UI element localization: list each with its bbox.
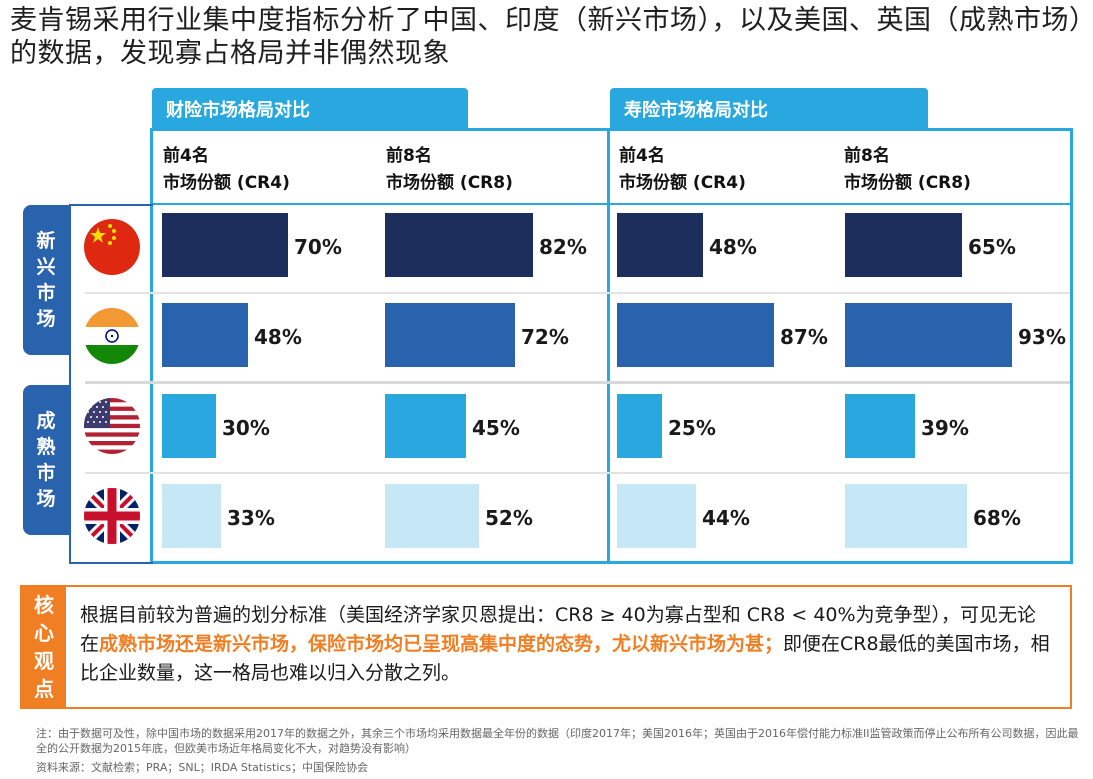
row-divider (85, 381, 1070, 384)
col-header-line: 前4名 (163, 146, 209, 166)
insight-tag-char: 点 (34, 677, 54, 701)
chart-title-life: 寿险市场格局对比 (624, 100, 768, 121)
col-header-line: 市场份额 (CR4) (163, 173, 290, 193)
bar-property-cr8-india (385, 303, 515, 367)
bar-value-label: 33% (227, 506, 275, 530)
col-header-line: 前8名 (844, 146, 890, 166)
bar-property-cr4-india (162, 303, 248, 367)
india-flag-icon (84, 308, 140, 364)
bar-value-label: 82% (539, 235, 587, 259)
insight-tag-char: 观 (34, 649, 54, 673)
bar-value-label: 68% (973, 506, 1021, 530)
insight-tag-char: 核 (34, 593, 54, 617)
bar-value-label: 48% (254, 325, 302, 349)
col-header-line: 前4名 (619, 146, 665, 166)
col-header-property-cr8: 前8名 市场份额 (CR8) (386, 143, 513, 197)
group-char: 兴 (36, 256, 56, 278)
group-char: 场 (36, 308, 56, 330)
col-header-property-cr4: 前4名 市场份额 (CR4) (163, 143, 290, 197)
insight-highlight: 成熟市场还是新兴市场，保险市场均已呈现高集中度的态势，尤以新兴市场为甚； (99, 633, 784, 655)
bar-property-cr4-uk (162, 484, 221, 548)
bar-property-cr4-china (162, 213, 288, 277)
bar-life-cr8-usa (845, 394, 915, 458)
bar-value-label: 25% (668, 416, 716, 440)
bar-value-label: 72% (521, 325, 569, 349)
group-char: 场 (36, 488, 56, 510)
col-header-life-cr8: 前8名 市场份额 (CR8) (844, 143, 971, 197)
bar-value-label: 44% (702, 506, 750, 530)
insight-box: 核 心 观 点 根据目前较为普遍的划分标准（美国经济学家贝恩提出：CR8 ≥ 4… (20, 585, 1072, 709)
page-title: 麦肯锡采用行业集中度指标分析了中国、印度（新兴市场），以及美国、英国（成熟市场）… (10, 5, 1083, 69)
bar-value-label: 70% (294, 235, 342, 259)
group-label-mature: 成 熟 市 场 (23, 385, 69, 535)
bar-value-label: 65% (968, 235, 1016, 259)
insight-text-part: 即便在CR8最低的美国市场，相比企业数量，这一格局也难以归入分散之列。 (80, 633, 1050, 684)
insight-text-part: 根据目前较为普遍的划分标准（美国经济学家贝恩提出：CR8 ≥ 40为寡占型和 C… (80, 604, 1037, 655)
group-char: 市 (36, 462, 56, 484)
footnote: 注：由于数据可及性，除中国市场的数据采用2017年的数据之外，其余三个市场均采用… (36, 727, 1079, 755)
tab-life-insurance: 寿险市场格局对比 (610, 88, 928, 130)
bar-life-cr8-india (845, 303, 1012, 367)
bar-life-cr8-china (845, 213, 962, 277)
china-flag-icon (84, 219, 140, 275)
bar-property-cr8-uk (385, 484, 479, 548)
insight-tag-char: 心 (34, 621, 54, 645)
bar-value-label: 93% (1018, 325, 1066, 349)
bar-life-cr4-china (617, 213, 703, 277)
bar-property-cr4-usa (162, 394, 216, 458)
col-header-line: 市场份额 (CR4) (619, 173, 746, 193)
bar-property-cr8-china (385, 213, 533, 277)
tab-property-insurance: 财险市场格局对比 (152, 88, 468, 130)
chart-title-property: 财险市场格局对比 (166, 100, 310, 121)
bar-value-label: 52% (485, 506, 533, 530)
group-char: 熟 (36, 436, 56, 458)
bar-value-label: 30% (222, 416, 270, 440)
bar-value-label: 45% (472, 416, 520, 440)
group-char: 市 (36, 282, 56, 304)
bar-life-cr4-uk (617, 484, 696, 548)
insight-tag: 核 心 观 点 (22, 587, 66, 707)
row-divider (85, 472, 1070, 474)
group-label-emerging: 新 兴 市 场 (23, 205, 69, 355)
bar-property-cr8-usa (385, 394, 466, 458)
col-header-line: 市场份额 (CR8) (844, 173, 971, 193)
bar-life-cr4-india (617, 303, 774, 367)
life-panel (607, 128, 1073, 564)
bar-value-label: 87% (780, 325, 828, 349)
bar-life-cr8-uk (845, 484, 967, 548)
header-divider (153, 203, 1070, 205)
bar-value-label: 39% (921, 416, 969, 440)
group-char: 成 (36, 410, 56, 432)
bar-value-label: 48% (709, 235, 757, 259)
uk-flag-icon (84, 488, 140, 544)
group-char: 新 (36, 230, 56, 252)
flag-column (69, 204, 153, 564)
usa-flag-icon (84, 398, 140, 454)
col-header-line: 前8名 (386, 146, 432, 166)
source-note: 资料来源：文献检索；PRA；SNL；IRDA Statistics；中国保险协会 (36, 761, 369, 774)
row-divider (85, 292, 1070, 294)
bar-life-cr4-usa (617, 394, 662, 458)
col-header-line: 市场份额 (CR8) (386, 173, 513, 193)
col-header-life-cr4: 前4名 市场份额 (CR4) (619, 143, 746, 197)
insight-text: 根据目前较为普遍的划分标准（美国经济学家贝恩提出：CR8 ≥ 40为寡占型和 C… (80, 601, 1055, 688)
